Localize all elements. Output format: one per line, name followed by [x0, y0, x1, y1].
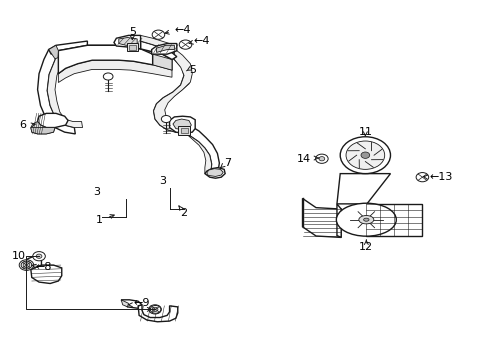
- Circle shape: [346, 141, 384, 169]
- Text: 5: 5: [128, 27, 136, 37]
- Polygon shape: [58, 45, 152, 74]
- Circle shape: [152, 307, 158, 311]
- Text: 1: 1: [96, 215, 103, 225]
- Polygon shape: [180, 128, 187, 133]
- Polygon shape: [173, 119, 191, 130]
- Polygon shape: [185, 127, 219, 173]
- Polygon shape: [140, 35, 169, 51]
- Polygon shape: [152, 54, 172, 70]
- Polygon shape: [206, 168, 223, 176]
- Ellipse shape: [358, 216, 373, 224]
- Circle shape: [21, 261, 32, 269]
- Polygon shape: [58, 60, 172, 82]
- Text: ←9: ←9: [133, 298, 149, 309]
- Circle shape: [103, 73, 113, 80]
- Circle shape: [340, 137, 390, 174]
- Polygon shape: [156, 45, 174, 53]
- Circle shape: [148, 305, 161, 314]
- Polygon shape: [153, 51, 192, 133]
- Polygon shape: [58, 45, 172, 74]
- Polygon shape: [366, 204, 421, 235]
- Circle shape: [23, 262, 30, 267]
- Text: 2: 2: [180, 208, 187, 217]
- Circle shape: [161, 116, 171, 123]
- Polygon shape: [38, 50, 75, 134]
- Polygon shape: [126, 43, 138, 51]
- Circle shape: [315, 154, 327, 163]
- Polygon shape: [31, 122, 55, 134]
- Text: 5: 5: [188, 65, 195, 75]
- Polygon shape: [129, 45, 136, 50]
- Text: 3: 3: [159, 176, 165, 186]
- Text: 3: 3: [93, 188, 101, 197]
- Circle shape: [415, 172, 428, 182]
- Polygon shape: [302, 198, 341, 238]
- Circle shape: [33, 252, 45, 261]
- Polygon shape: [38, 113, 68, 127]
- Circle shape: [150, 306, 161, 313]
- Polygon shape: [49, 41, 87, 54]
- Polygon shape: [121, 300, 142, 308]
- Text: 6: 6: [20, 120, 27, 130]
- Circle shape: [152, 30, 164, 39]
- Polygon shape: [26, 256, 41, 269]
- Polygon shape: [336, 174, 390, 204]
- Text: 12: 12: [359, 242, 373, 252]
- Polygon shape: [31, 127, 55, 134]
- Polygon shape: [178, 126, 189, 135]
- Polygon shape: [140, 41, 177, 59]
- Text: ←4: ←4: [193, 36, 210, 46]
- Polygon shape: [151, 44, 177, 54]
- Polygon shape: [31, 265, 61, 283]
- Text: ←8: ←8: [36, 262, 52, 272]
- Polygon shape: [114, 35, 140, 49]
- Polygon shape: [121, 300, 128, 307]
- Polygon shape: [138, 305, 178, 322]
- Text: 14: 14: [297, 154, 310, 164]
- Circle shape: [36, 254, 42, 258]
- Polygon shape: [49, 45, 58, 59]
- Polygon shape: [47, 51, 82, 127]
- Ellipse shape: [336, 203, 395, 236]
- Text: 10: 10: [11, 251, 25, 261]
- Polygon shape: [51, 51, 58, 74]
- Circle shape: [318, 157, 324, 161]
- Circle shape: [179, 40, 191, 49]
- Polygon shape: [119, 37, 137, 45]
- Text: 11: 11: [358, 127, 371, 137]
- Ellipse shape: [363, 218, 368, 221]
- Text: ←4: ←4: [174, 26, 190, 35]
- Polygon shape: [336, 204, 341, 238]
- Polygon shape: [204, 168, 224, 178]
- Polygon shape: [153, 52, 191, 133]
- Circle shape: [360, 152, 369, 158]
- Circle shape: [19, 260, 34, 270]
- Polygon shape: [186, 134, 211, 174]
- Text: ←13: ←13: [428, 172, 451, 182]
- Polygon shape: [169, 116, 195, 133]
- Text: 7: 7: [224, 158, 231, 168]
